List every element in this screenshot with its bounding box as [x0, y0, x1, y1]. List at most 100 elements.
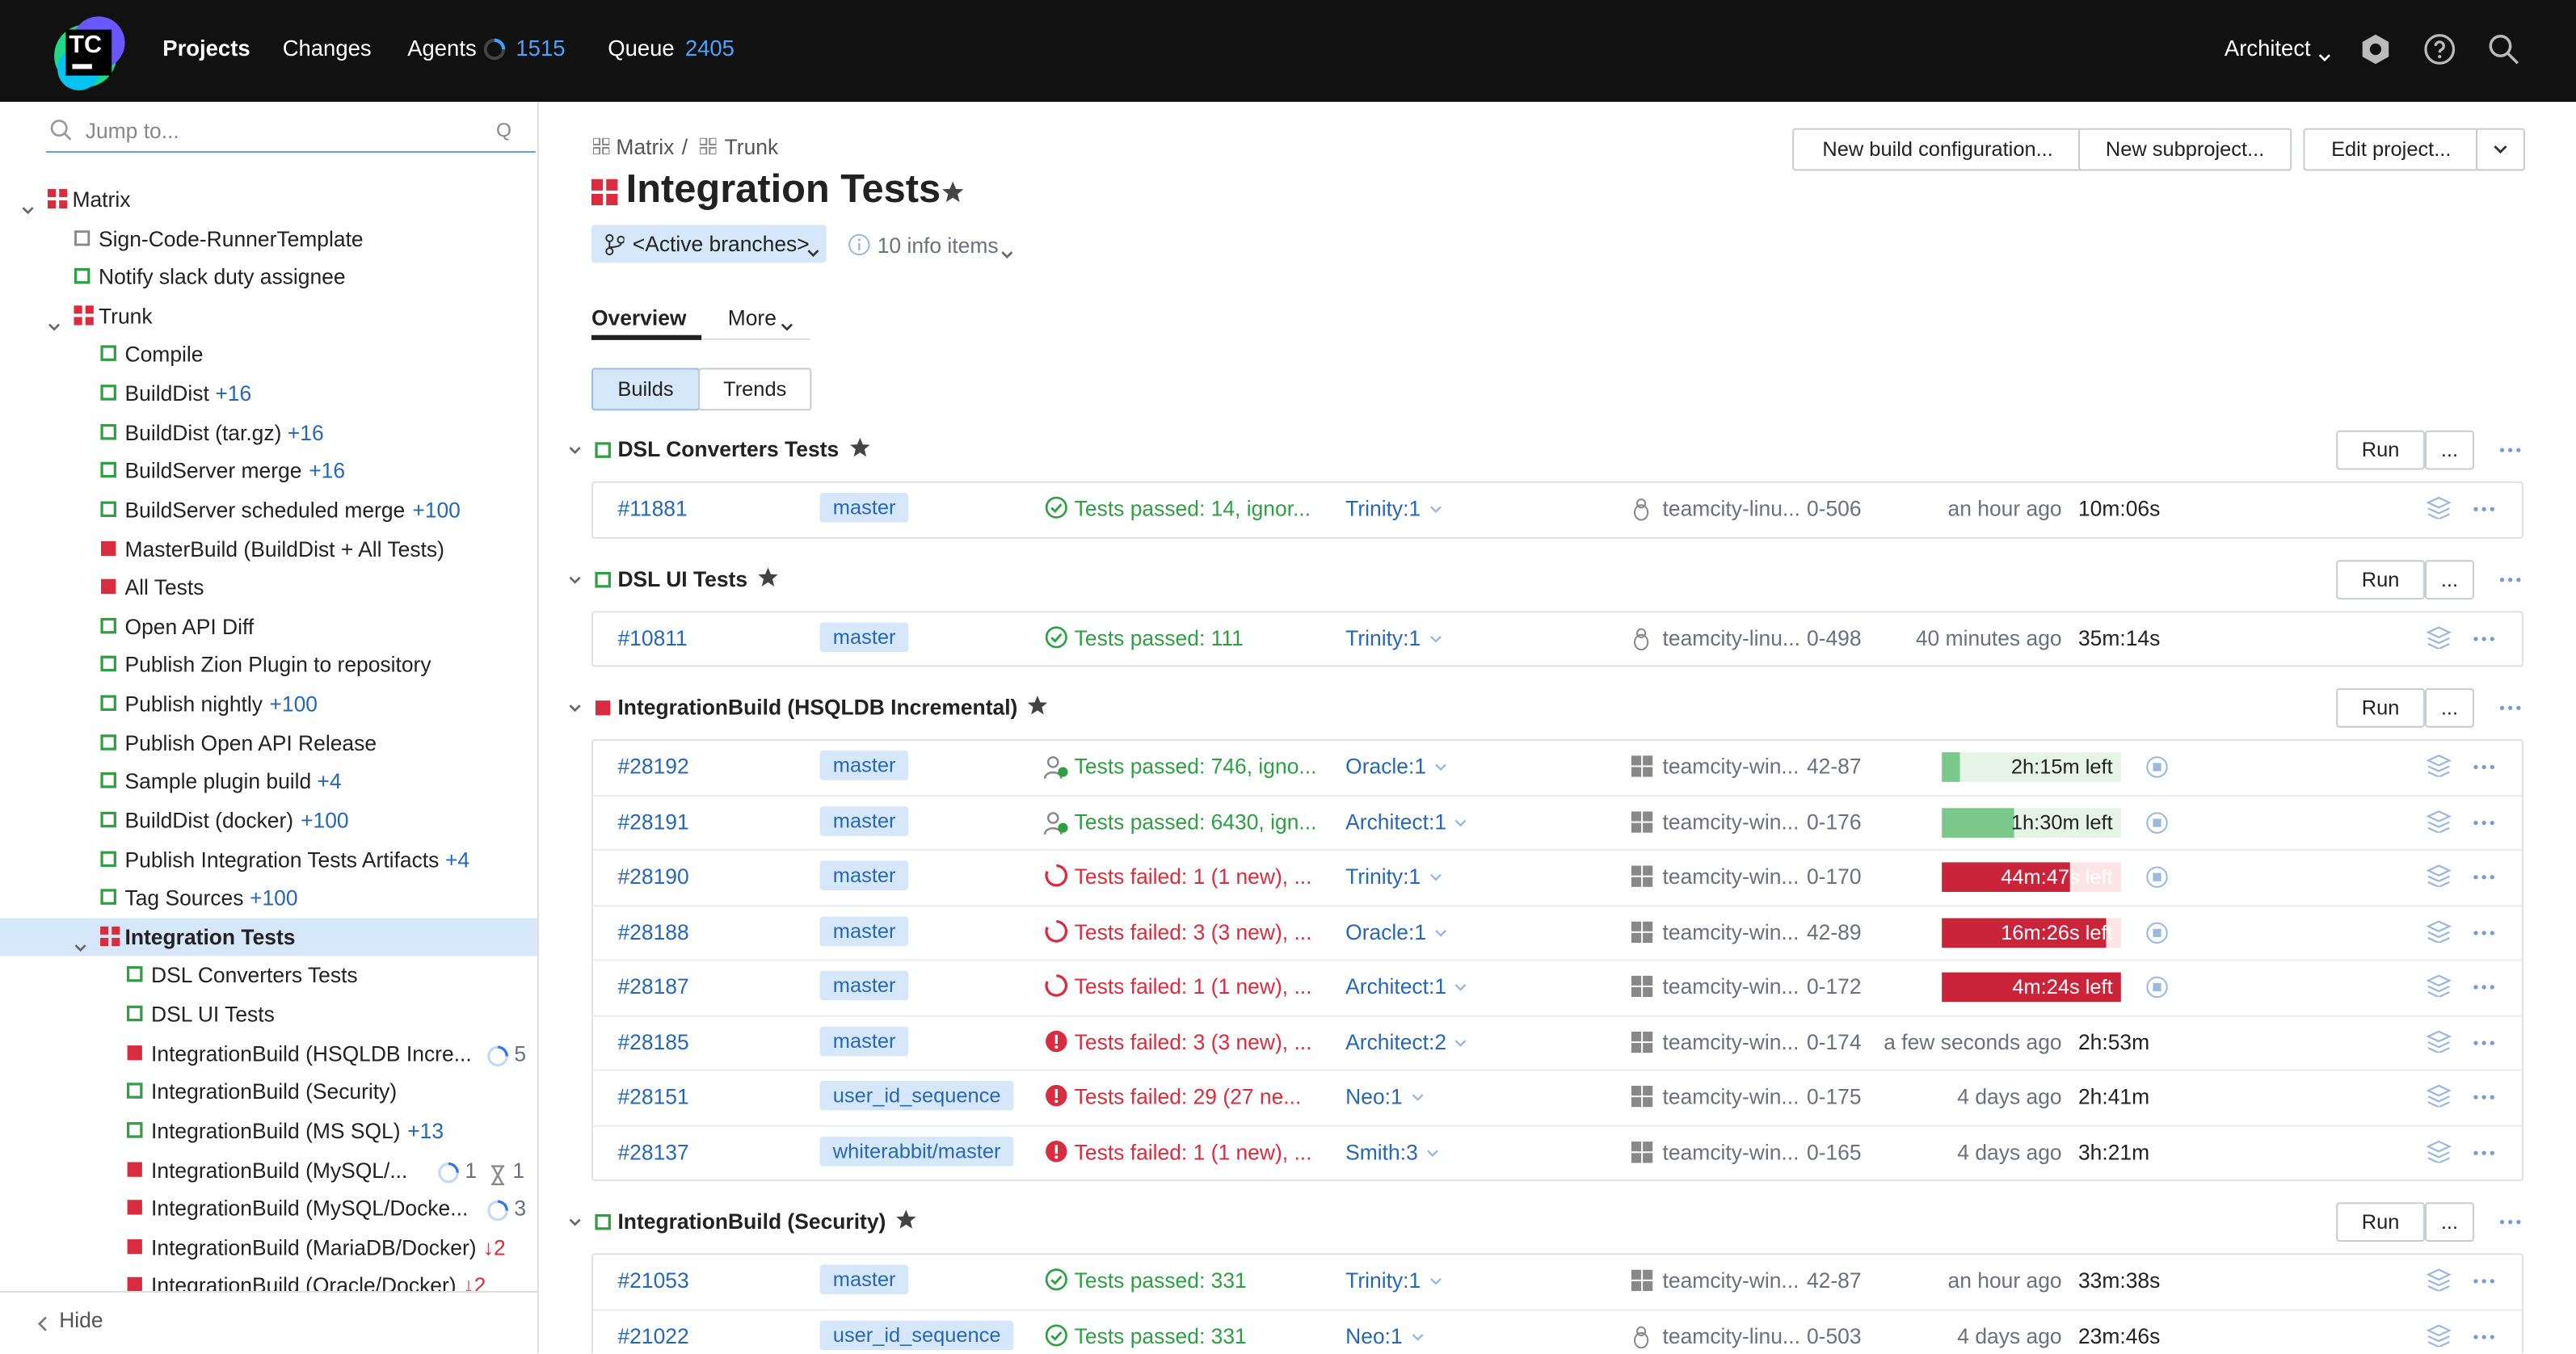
tree-item[interactable]: BuildServer scheduled merge +100	[0, 491, 537, 529]
changes-link[interactable]: Architect:1	[1345, 973, 1447, 999]
nav-link[interactable]: Queue	[608, 36, 675, 61]
build-status[interactable]: Tests passed: 6430, ign...	[1074, 809, 1317, 834]
branch-badge[interactable]: master	[819, 492, 909, 523]
build-number[interactable]: #28192	[617, 754, 689, 779]
user-menu[interactable]: Architect	[2224, 36, 2311, 61]
tree-item[interactable]: Publish Integration Tests Artifacts +4	[0, 840, 537, 878]
run-options-button[interactable]: ...	[2424, 688, 2474, 728]
branch-filter[interactable]: <Active branches>	[591, 225, 827, 263]
build-number[interactable]: #28151	[617, 1083, 689, 1109]
run-options-button[interactable]: ...	[2424, 1202, 2474, 1243]
run-options-button[interactable]: ...	[2424, 559, 2474, 599]
build-number[interactable]: #28191	[617, 809, 689, 834]
build-number[interactable]: #11881	[617, 496, 688, 521]
action-dropdown[interactable]	[2475, 128, 2525, 171]
build-number[interactable]: #10811	[617, 624, 688, 650]
branch-badge[interactable]: user_id_sequence	[819, 1319, 1014, 1350]
tree-item[interactable]: Matrix	[0, 181, 537, 219]
nav-link[interactable]: Projects	[162, 36, 250, 61]
changes-link[interactable]: Trinity:1	[1345, 864, 1421, 889]
branch-badge[interactable]: master	[819, 621, 909, 652]
branch-badge[interactable]: whiterabbit/master	[819, 1135, 1014, 1166]
build-status[interactable]: Tests failed: 29 (27 ne...	[1074, 1083, 1302, 1109]
branch-badge[interactable]: master	[819, 1025, 909, 1056]
changes-link[interactable]: Architect:1	[1345, 809, 1447, 834]
build-status[interactable]: Tests failed: 1 (1 new), ...	[1074, 1138, 1312, 1164]
build-number[interactable]: #28137	[617, 1138, 689, 1164]
build-number[interactable]: #21022	[617, 1322, 689, 1348]
tree-item[interactable]: DSL UI Tests	[0, 995, 537, 1033]
branch-badge[interactable]: master	[819, 805, 909, 835]
tree-item[interactable]: BuildDist (tar.gz) +16	[0, 414, 537, 452]
breadcrumb-link[interactable]: Matrix	[616, 134, 675, 160]
build-number[interactable]: #28190	[617, 864, 689, 889]
tree-item[interactable]: IntegrationBuild (Security)	[0, 1073, 537, 1111]
tree-item[interactable]: IntegrationBuild (MariaDB/Docker) ↓2	[0, 1228, 537, 1266]
branch-badge[interactable]: master	[819, 915, 909, 946]
run-options-button[interactable]: ...	[2424, 430, 2474, 470]
build-status[interactable]: Tests passed: 331	[1074, 1268, 1247, 1293]
tree-item-selected[interactable]: Integration Tests	[0, 918, 537, 956]
tree-item[interactable]: IntegrationBuild (MySQL/Docke... 3	[0, 1189, 537, 1227]
changes-link[interactable]: Trinity:1	[1345, 624, 1421, 650]
branch-badge[interactable]: master	[819, 751, 909, 780]
configuration-name[interactable]: DSL UI Tests	[617, 566, 748, 591]
branch-badge[interactable]: master	[819, 860, 909, 890]
run-button[interactable]: Run	[2336, 688, 2425, 728]
build-status[interactable]: Tests passed: 14, ignor...	[1074, 496, 1311, 521]
search-input[interactable]: Jump to... Q	[45, 108, 536, 153]
build-status[interactable]: Tests failed: 1 (1 new), ...	[1074, 973, 1312, 999]
action-button[interactable]: New build configuration...	[1792, 128, 2084, 171]
tree-item[interactable]: IntegrationBuild (HSQLDB Incre... 5	[0, 1034, 537, 1072]
run-button[interactable]: Run	[2336, 1202, 2425, 1243]
changes-link[interactable]: Oracle:1	[1345, 754, 1427, 779]
tree-item[interactable]: BuildDist (docker) +100	[0, 801, 537, 839]
tree-item[interactable]: Publish Zion Plugin to repository	[0, 646, 537, 684]
changes-link[interactable]: Oracle:1	[1345, 919, 1427, 944]
breadcrumb-link[interactable]: Trunk	[724, 134, 779, 160]
run-button[interactable]: Run	[2336, 430, 2425, 470]
tab[interactable]: More	[727, 305, 777, 330]
tree-item[interactable]: MasterBuild (BuildDist + All Tests)	[0, 530, 537, 568]
build-status[interactable]: Tests passed: 331	[1074, 1322, 1247, 1348]
view-toggle[interactable]: Trends	[698, 368, 812, 411]
build-number[interactable]: #21053	[617, 1268, 689, 1293]
branch-badge[interactable]: master	[819, 970, 909, 1001]
tree-item[interactable]: Tag Sources +100	[0, 879, 537, 917]
view-toggle-active[interactable]: Builds	[591, 368, 701, 411]
nav-link[interactable]: Agents	[407, 36, 477, 61]
nav-count[interactable]: 1515	[516, 36, 566, 61]
changes-link[interactable]: Trinity:1	[1345, 1268, 1421, 1293]
info-link[interactable]: 10 info items	[877, 233, 999, 259]
tree-item[interactable]: BuildServer merge +16	[0, 452, 537, 490]
tree-item[interactable]: Publish nightly +100	[0, 685, 537, 723]
tree-item[interactable]: DSL Converters Tests	[0, 957, 537, 994]
tab-active[interactable]: Overview	[591, 305, 687, 330]
changes-link[interactable]: Trinity:1	[1345, 496, 1421, 521]
tree-item[interactable]: Publish Open API Release	[0, 724, 537, 762]
build-status[interactable]: Tests failed: 1 (1 new), ...	[1074, 864, 1312, 889]
tree-item[interactable]: BuildDist +16	[0, 375, 537, 413]
tree-item[interactable]: Compile	[0, 336, 537, 374]
tree-item[interactable]: Trunk	[0, 297, 537, 335]
changes-link[interactable]: Neo:1	[1345, 1322, 1403, 1348]
build-status[interactable]: Tests failed: 3 (3 new), ...	[1074, 1028, 1312, 1054]
tree-item[interactable]: IntegrationBuild (MySQL/... 1 1	[0, 1150, 537, 1188]
action-button[interactable]: Edit project...	[2303, 128, 2480, 171]
sidebar-footer[interactable]: Hide	[0, 1291, 537, 1354]
tree-item[interactable]: Sign-Code-RunnerTemplate	[0, 220, 537, 258]
build-number[interactable]: #28185	[617, 1028, 689, 1054]
build-status[interactable]: Tests passed: 111	[1074, 624, 1244, 650]
logo[interactable]: TC	[49, 13, 128, 92]
action-button[interactable]: New subproject...	[2077, 128, 2292, 171]
run-button[interactable]: Run	[2336, 559, 2425, 599]
configuration-name[interactable]: DSL Converters Tests	[617, 436, 840, 462]
tree-item[interactable]: Open API Diff	[0, 608, 537, 645]
build-number[interactable]: #28188	[617, 919, 689, 944]
configuration-name[interactable]: IntegrationBuild (HSQLDB Incremental)	[617, 695, 1018, 720]
tree-item[interactable]: All Tests	[0, 569, 537, 607]
changes-link[interactable]: Neo:1	[1345, 1083, 1403, 1109]
configuration-name[interactable]: IntegrationBuild (Security)	[617, 1209, 886, 1234]
changes-link[interactable]: Architect:2	[1345, 1028, 1447, 1054]
tree-item[interactable]: IntegrationBuild (MS SQL) +13	[0, 1112, 537, 1150]
